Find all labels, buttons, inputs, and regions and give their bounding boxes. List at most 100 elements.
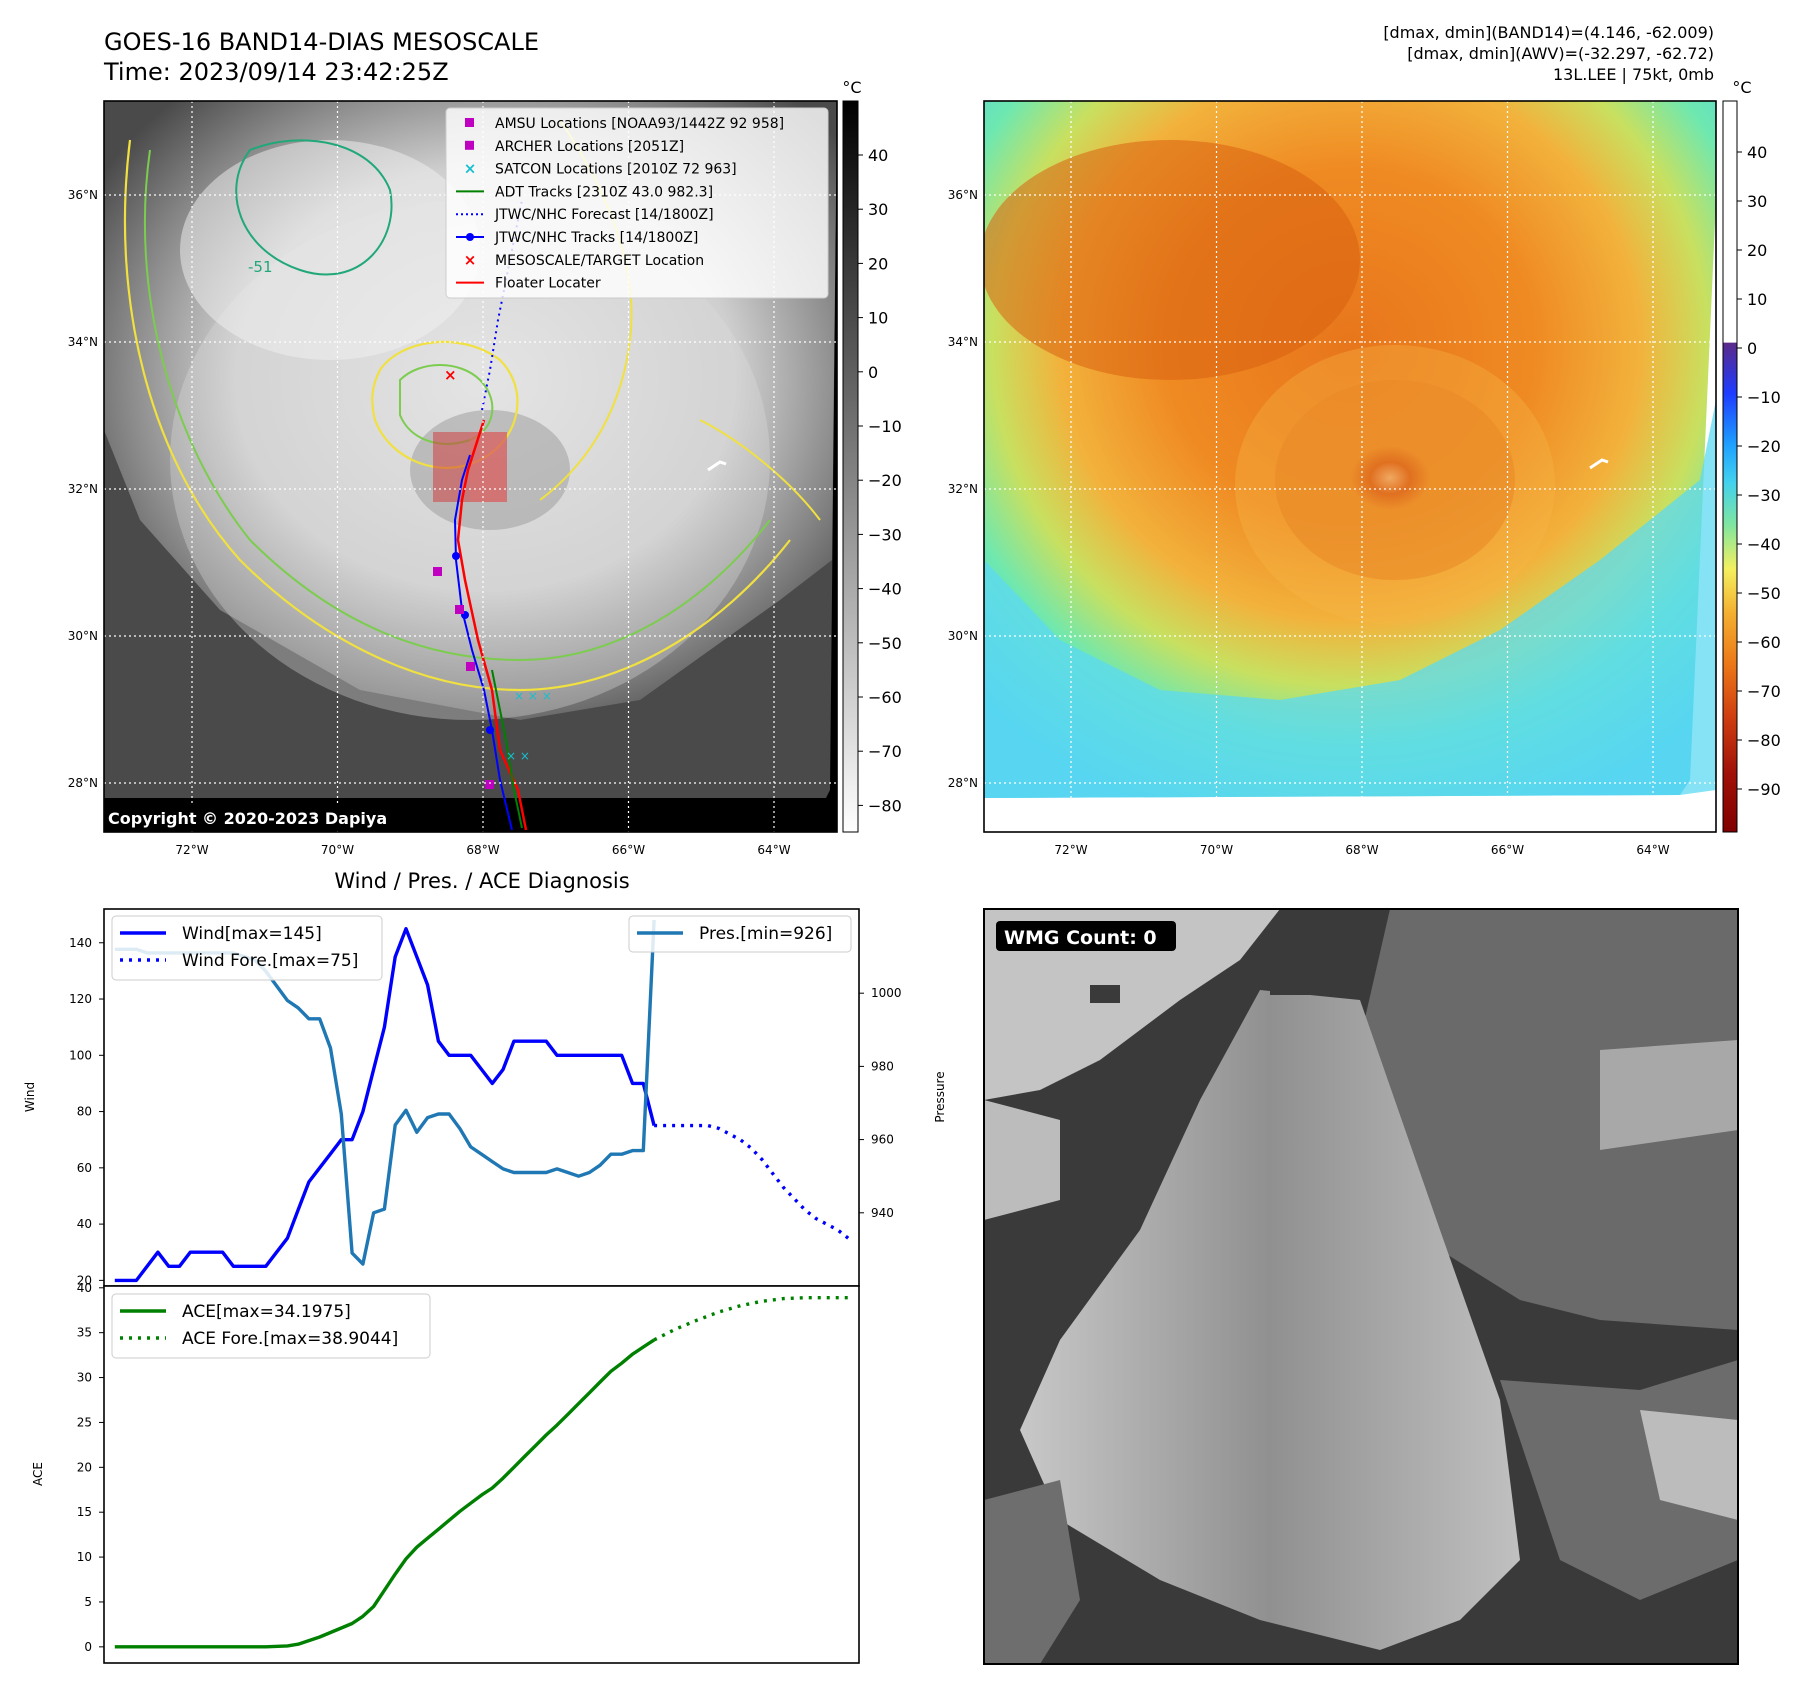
ace-series — [114, 1338, 656, 1649]
colorbar-tick-label: −70 — [868, 742, 902, 761]
y-tick-label: 0 — [84, 1640, 92, 1654]
y-tick-label: 40 — [77, 1217, 92, 1231]
copyright-notice: Copyright © 2020-2023 Dapiya — [108, 809, 387, 828]
legend-label: JTWC/NHC Tracks [14/1800Z] — [494, 230, 698, 246]
svg-text:× ×: × × — [506, 749, 530, 763]
legend-label: AMSU Locations [NOAA93/1442Z 92 958] — [495, 116, 784, 132]
legend-label: Wind[max=145] — [182, 924, 322, 944]
colorbar-tick-label: −10 — [868, 417, 902, 436]
y-tick-label: 60 — [77, 1161, 92, 1175]
y-tick-label: 25 — [77, 1415, 92, 1429]
y-right-tick-label: 1000 — [871, 986, 902, 1000]
legend-marker-x: × — [464, 251, 477, 269]
figure-title: GOES-16 BAND14-DIAS MESOSCALE — [104, 28, 539, 56]
lat-label: 34°N — [948, 335, 978, 349]
legend-label: ACE Fore.[max=38.9044] — [182, 1329, 398, 1349]
wmg-count-badge: WMG Count: 0 — [1004, 927, 1157, 949]
pressure-axis-label: Pressure — [933, 1071, 947, 1122]
lon-label: 70°W — [1200, 843, 1233, 857]
legend-marker-square — [465, 118, 474, 127]
legend-label: Pres.[min=926] — [699, 924, 832, 944]
lat-label: 32°N — [68, 482, 98, 496]
colorbar-tick-label: 40 — [868, 146, 888, 165]
ace-legend: ACE[max=34.1975] ACE Fore.[max=38.9044] — [111, 1293, 431, 1359]
legend-label: ADT Tracks [2310Z 43.0 982.3] — [495, 184, 713, 200]
lon-label: 66°W — [1491, 843, 1524, 857]
stats-awv: [dmax, dmin](AWV)=(-32.297, -62.72) — [1407, 44, 1714, 63]
legend-marker-x: × — [464, 160, 477, 178]
awv-colorbar-unit: °C — [1732, 78, 1751, 97]
legend-label: SATCON Locations [2010Z 72 963] — [495, 162, 737, 178]
wmg-image — [984, 909, 1738, 1664]
y-tick-label: 30 — [77, 1371, 92, 1385]
y-tick-label: 15 — [77, 1505, 92, 1519]
wind-pressure-chart: Wind Pressure 20 40 60 80 100 120 140 940 960 980… — [23, 908, 947, 1287]
stats-storm: 13L.LEE | 75kt, 0mb — [1553, 65, 1714, 84]
y-tick-label: 5 — [84, 1595, 92, 1609]
colorbar-tick-label: −40 — [868, 580, 902, 599]
y-right-tick-label: 960 — [871, 1133, 894, 1147]
svg-text:×: × — [444, 366, 457, 384]
legend-label: JTWC/NHC Forecast [14/1800Z] — [494, 207, 714, 223]
lat-label: 30°N — [68, 629, 98, 643]
colorbar-tick-label: 20 — [1747, 241, 1767, 260]
legend-marker-dot — [466, 233, 474, 241]
awv-image — [984, 101, 1716, 832]
figure-time: Time: 2023/09/14 23:42:25Z — [103, 58, 449, 86]
colorbar-tick-label: −30 — [1747, 486, 1781, 505]
y-tick-label: 140 — [69, 936, 92, 950]
y-right-tick-label: 980 — [871, 1059, 894, 1073]
lon-label: 64°W — [1636, 843, 1669, 857]
ir-legend: AMSU Locations [NOAA93/1442Z 92 958] ARCH… — [445, 107, 829, 299]
lon-label: 68°W — [1345, 843, 1378, 857]
lat-label: 30°N — [948, 629, 978, 643]
colorbar-tick-label: −50 — [868, 634, 902, 653]
colorbar-tick-label: −80 — [868, 796, 902, 815]
colorbar-tick-label: −20 — [868, 471, 902, 490]
lat-label: 36°N — [68, 188, 98, 202]
y-tick-label: 100 — [69, 1048, 92, 1062]
colorbar-tick-label: 0 — [868, 363, 878, 382]
legend-label: Floater Locater — [495, 276, 601, 292]
lat-label: 28°N — [68, 776, 98, 790]
colorbar-tick-label: −20 — [1747, 437, 1781, 456]
colorbar-tick-label: 30 — [868, 200, 888, 219]
lat-label: 34°N — [68, 335, 98, 349]
wind-legend: Wind[max=145] Wind Fore.[max=75] — [111, 915, 383, 981]
legend-label: Wind Fore.[max=75] — [182, 951, 358, 971]
y-tick-label: 120 — [69, 992, 92, 1006]
lat-label: 28°N — [948, 776, 978, 790]
contour-label: -51 — [248, 258, 273, 276]
y-tick-label: 80 — [77, 1105, 92, 1119]
y-tick-label: 35 — [77, 1326, 92, 1340]
colorbar-tick-label: −40 — [1747, 535, 1781, 554]
colorbar-tick-label: −70 — [1747, 682, 1781, 701]
awv-colorbar: °C 40 30 20 10 0 −10 −20 −30 −40 −50 −60 −70 −80 −90 — [1722, 78, 1781, 833]
colorbar-tick-label: −60 — [868, 688, 902, 707]
lat-label: 36°N — [948, 188, 978, 202]
legend-label: ARCHER Locations [2051Z] — [495, 139, 684, 155]
wmg-panel: WMG Count: 0 — [983, 908, 1739, 1665]
svg-text:× × ×: × × × — [514, 689, 552, 703]
lon-label: 68°W — [466, 843, 499, 857]
wind-axis-label: Wind — [23, 1082, 37, 1112]
colorbar-tick-label: −10 — [1747, 388, 1781, 407]
colorbar-tick-label: 0 — [1747, 339, 1757, 358]
colorbar-tick-label: −30 — [868, 525, 902, 544]
colorbar-tick-label: −80 — [1747, 731, 1781, 750]
ir-satellite-panel: -51 × × × × × × Copyright © 2020-2023 D — [68, 100, 838, 857]
wind-fore-series — [654, 1123, 850, 1240]
lat-label: 32°N — [948, 482, 978, 496]
colorbar-tick-label: 20 — [868, 254, 888, 273]
stats-band14: [dmax, dmin](BAND14)=(4.146, -62.009) — [1383, 23, 1714, 42]
legend-label: MESOSCALE/TARGET Location — [495, 253, 704, 269]
y-right-tick-label: 940 — [871, 1206, 894, 1220]
wind-series — [114, 927, 656, 1283]
y-tick-label: 20 — [77, 1460, 92, 1474]
lon-label: 72°W — [175, 843, 208, 857]
colorbar-tick-label: −90 — [1747, 780, 1781, 799]
lon-label: 64°W — [757, 843, 790, 857]
y-tick-label: 20 — [77, 1273, 92, 1287]
